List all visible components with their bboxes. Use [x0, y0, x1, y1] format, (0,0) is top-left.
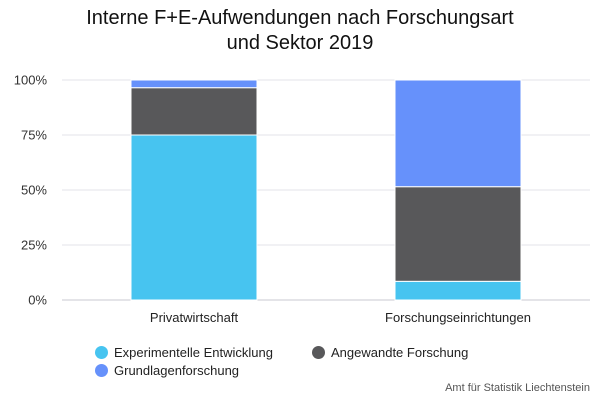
- y-tick-label: 0%: [28, 293, 47, 308]
- source-note: Amt für Statistik Liechtenstein: [445, 382, 590, 394]
- stacked-bar-chart: 0% 25% 50% 75% 100% Privatwirtschaft Forschun…: [14, 73, 590, 325]
- legend-label: Angewandte Forschung: [331, 345, 469, 360]
- legend-item-grundlagenforschung: Grundlagenforschung: [95, 363, 239, 378]
- chart-title: Interne F+E-Aufwendungen nach Forschungs…: [0, 6, 600, 56]
- y-axis-ticks: 0% 25% 50% 75% 100%: [14, 73, 48, 308]
- legend-label: Experimentelle Entwicklung: [114, 345, 273, 360]
- x-category-label: Privatwirtschaft: [150, 310, 239, 325]
- y-tick-label: 100%: [14, 73, 48, 88]
- legend-label: Grundlagenforschung: [114, 363, 240, 378]
- legend-swatch-experimentelle-entwicklung: [95, 346, 108, 359]
- x-axis-labels: Privatwirtschaft Forschungseinrichtungen: [150, 310, 531, 325]
- bars: [130, 79, 522, 301]
- x-category-label: Forschungseinrichtungen: [385, 310, 531, 325]
- legend-item-angewandte-forschung: Angewandte Forschung: [312, 345, 468, 360]
- bar-segment: [394, 79, 522, 188]
- y-tick-label: 75%: [21, 128, 47, 143]
- legend-item-experimentelle-entwicklung: Experimentelle Entwicklung: [95, 345, 273, 360]
- y-tick-label: 25%: [21, 238, 47, 253]
- bar-segment: [130, 79, 258, 89]
- bar-segment: [130, 87, 258, 136]
- bar-segment: [394, 280, 522, 301]
- legend-swatch-grundlagenforschung: [95, 364, 108, 377]
- legend: Experimentelle Entwicklung Angewandte Fo…: [95, 345, 515, 385]
- bar-segment: [394, 186, 522, 282]
- chart-title-line-2: und Sektor 2019: [226, 32, 374, 54]
- chart-title-line-1: Interne F+E-Aufwendungen nach Forschungs…: [86, 7, 514, 29]
- y-tick-label: 50%: [21, 183, 47, 198]
- bar-segment: [130, 134, 258, 301]
- legend-swatch-angewandte-forschung: [312, 346, 325, 359]
